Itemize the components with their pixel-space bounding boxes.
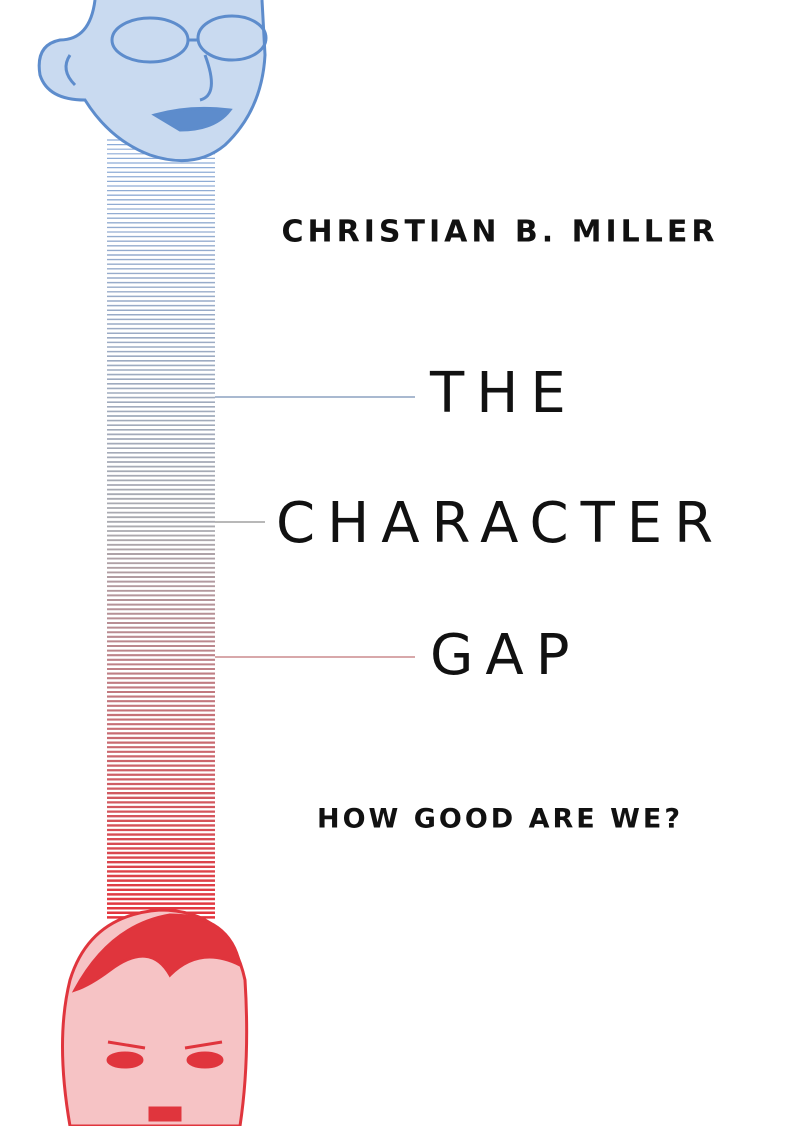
bottom-portrait	[61, 908, 249, 1126]
title-line: CHARACTER	[276, 491, 725, 556]
title-line: THE	[429, 361, 578, 426]
author: CHRISTIAN B. MILLER	[282, 215, 719, 250]
top-portrait	[37, 0, 268, 163]
stripe-column	[107, 139, 215, 919]
subtitle: HOW GOOD ARE WE?	[317, 804, 683, 835]
title-line: GAP	[430, 623, 581, 688]
